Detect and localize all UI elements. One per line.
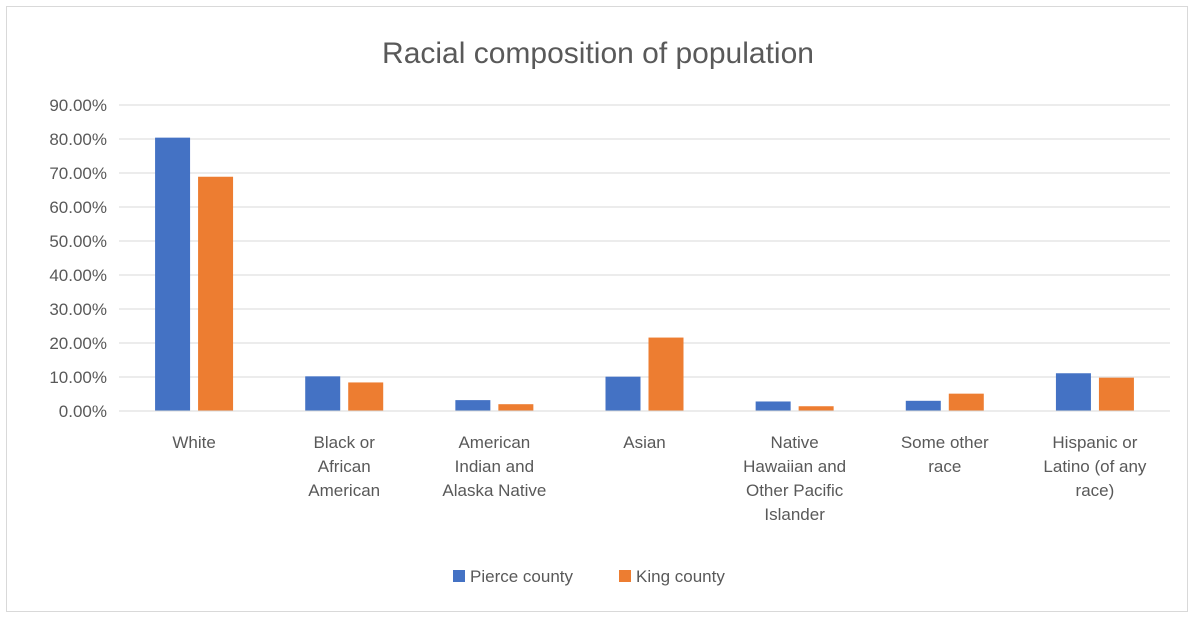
chart-title: Racial composition of population xyxy=(382,37,814,70)
y-tick-label: 30.00% xyxy=(49,300,107,319)
y-tick-label: 70.00% xyxy=(49,164,107,183)
gridlines xyxy=(119,104,1170,378)
x-category-label: Native Hawaiian and Other Pacific Islander xyxy=(743,433,846,524)
bar-king-county xyxy=(198,176,234,411)
bar-king-county xyxy=(348,382,384,411)
bars xyxy=(155,137,1134,411)
y-tick-label: 20.00% xyxy=(49,334,107,353)
legend-label: King county xyxy=(636,567,725,586)
x-category-label: Black or African American xyxy=(308,433,380,500)
y-tick-label: 50.00% xyxy=(49,232,107,251)
chart-frame: Racial composition of population 0.00% 10… xyxy=(6,6,1188,612)
y-tick-label: 40.00% xyxy=(49,266,107,285)
bar-king-county xyxy=(948,393,984,411)
legend-item: King county xyxy=(619,567,725,586)
legend-item: Pierce county xyxy=(453,567,573,586)
bar-pierce-county xyxy=(455,400,491,411)
y-tick-label: 80.00% xyxy=(49,130,107,149)
bar-pierce-county xyxy=(905,400,941,411)
x-category-label: White xyxy=(172,433,215,452)
legend: Pierce county King county xyxy=(453,567,725,586)
y-tick-label: 90.00% xyxy=(49,96,107,115)
bar-pierce-county xyxy=(1055,373,1091,411)
x-category-label: Asian xyxy=(623,433,666,452)
x-category-label: American Indian and Alaska Native xyxy=(442,433,546,500)
bar-pierce-county xyxy=(305,376,341,411)
y-tick-label: 0.00% xyxy=(59,402,107,421)
legend-label: Pierce county xyxy=(470,567,573,586)
y-tick-label: 10.00% xyxy=(49,368,107,387)
bar-pierce-county xyxy=(605,376,641,411)
bar-king-county xyxy=(798,406,834,411)
legend-swatch xyxy=(619,570,631,582)
x-category-label: Some other race xyxy=(901,433,989,476)
bar-king-county xyxy=(1098,377,1134,411)
bar-pierce-county xyxy=(155,137,191,411)
legend-swatch xyxy=(453,570,465,582)
bar-chart: Racial composition of population 0.00% 10… xyxy=(49,37,1170,586)
bar-king-county xyxy=(648,337,684,411)
y-tick-label: 60.00% xyxy=(49,198,107,217)
x-category-label: Hispanic or Latino (of any race) xyxy=(1043,433,1147,500)
bar-king-county xyxy=(498,404,534,411)
bar-pierce-county xyxy=(755,401,791,411)
x-axis-categories: White Black or African American American Indi… xyxy=(172,433,1147,524)
y-axis-ticks: 0.00% 10.00% 20.00% 30.00% 40.00% 50.00% 60.00… xyxy=(49,96,107,421)
